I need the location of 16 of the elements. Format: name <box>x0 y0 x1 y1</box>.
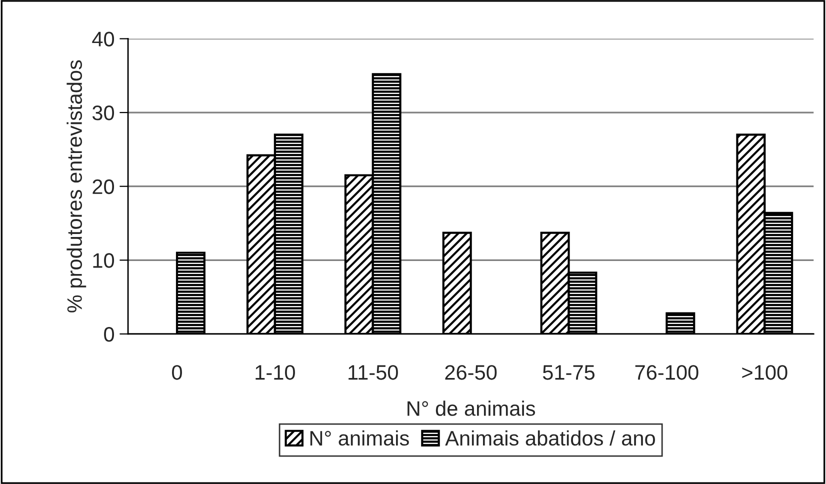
x-tick-label: 0 <box>172 365 182 380</box>
legend-label: Animais abatidos / ano <box>445 430 655 446</box>
y-tick-label: 20 <box>92 179 114 194</box>
x-tick-label: 51-75 <box>542 365 595 380</box>
legend-label: N° animais <box>310 430 409 446</box>
y-tick-label: 40 <box>92 32 114 46</box>
x-tick-label: 11-50 <box>348 365 398 380</box>
y-axis-title: % produtores entrevistados <box>66 60 86 312</box>
y-tick-label: 30 <box>92 106 114 120</box>
x-tick-label: >100 <box>742 365 788 380</box>
y-tick-label: 10 <box>93 253 114 268</box>
y-tick-label: 0 <box>104 326 114 342</box>
x-axis-title: N° de animais <box>408 400 536 416</box>
x-tick-label: 1-10 <box>256 365 295 380</box>
x-tick-label: 26-50 <box>445 365 497 380</box>
x-tick-label: 76-100 <box>635 365 698 380</box>
